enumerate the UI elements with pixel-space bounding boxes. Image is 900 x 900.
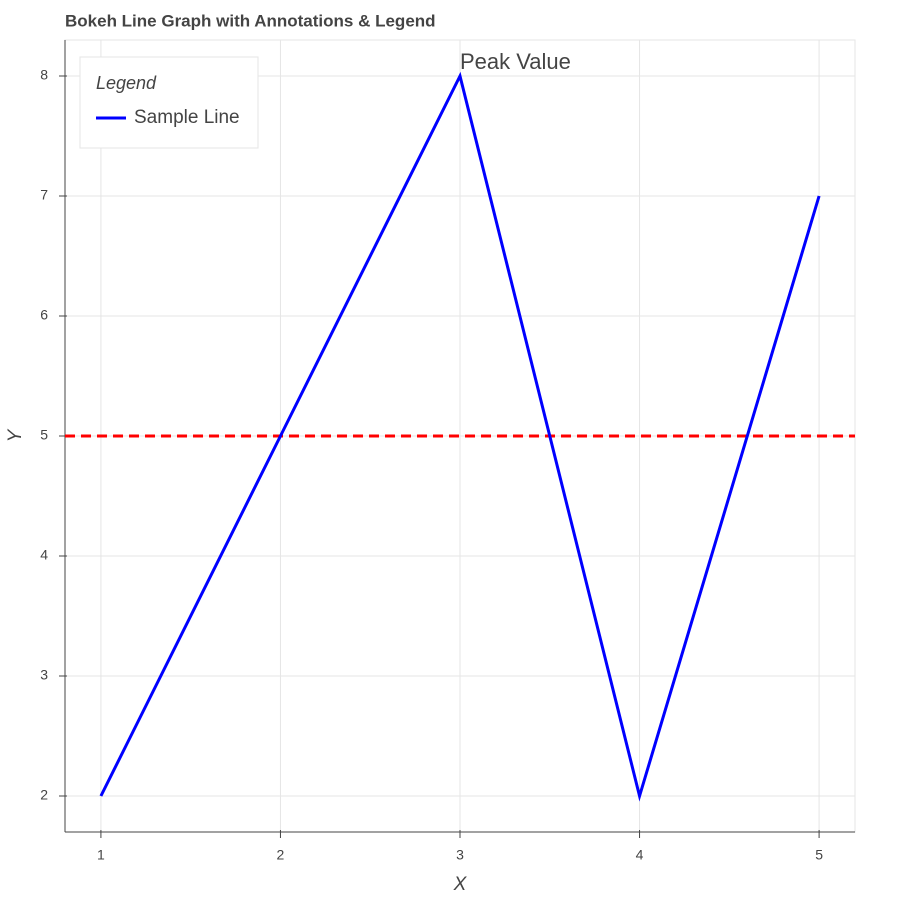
x-tick-label: 2 xyxy=(277,847,285,863)
x-axis-label: X xyxy=(453,874,468,895)
chart-title: Bokeh Line Graph with Annotations & Lege… xyxy=(65,11,436,30)
legend-title: Legend xyxy=(96,73,157,93)
y-tick-label: 5 xyxy=(40,427,48,443)
x-tick-label: 3 xyxy=(456,847,464,863)
legend-label: Sample Line xyxy=(134,107,240,128)
data-line xyxy=(99,71,821,802)
y-tick-label: 6 xyxy=(40,307,48,323)
annotation: Peak Value xyxy=(460,49,571,74)
x-tick-label: 5 xyxy=(815,847,823,863)
y-tick-label: 7 xyxy=(40,187,48,203)
y-tick-label: 8 xyxy=(40,67,48,83)
y-tick-label: 2 xyxy=(40,787,48,803)
y-tick-label: 4 xyxy=(40,547,48,563)
y-tick-label: 3 xyxy=(40,667,48,683)
y-axis-label: Y xyxy=(5,428,26,442)
x-tick-label: 1 xyxy=(97,847,105,863)
x-tick-label: 4 xyxy=(636,847,644,863)
legend-box xyxy=(79,56,259,149)
